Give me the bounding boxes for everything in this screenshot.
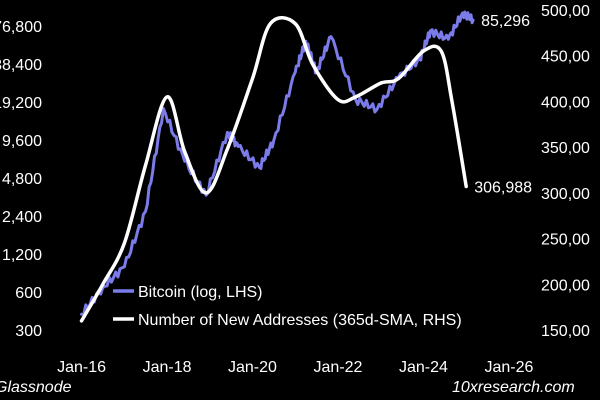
x-tick-label: Jan-22 <box>314 359 363 376</box>
right-tick-label: 500,00 <box>541 3 590 20</box>
right-tick-label: 400,00 <box>541 94 590 111</box>
new-addresses-series-line <box>79 15 468 323</box>
x-axis-tick-labels: Jan-16 Jan-18 Jan-20 Jan-22 Jan-24 Jan-26 <box>57 359 533 376</box>
end-labels: 85,296 306,988 <box>474 13 532 196</box>
right-tick-label: 250,00 <box>541 232 590 249</box>
legend-label-new-addresses: Number of New Addresses (365d-SMA, RHS) <box>138 312 462 329</box>
left-tick-label: 9,600 <box>2 133 42 150</box>
left-tick-label: 300 <box>15 323 42 340</box>
left-tick-label: 600 <box>15 285 42 302</box>
bitcoin-series-line <box>80 10 475 316</box>
left-tick-label: 38,400 <box>0 57 42 74</box>
x-tick-label: Jan-20 <box>228 359 277 376</box>
left-tick-label: 4,800 <box>2 171 42 188</box>
source-right-text: 10xresearch.com <box>452 379 575 396</box>
x-tick-label: Jan-16 <box>57 359 106 376</box>
left-axis-tick-labels: 300 600 1,200 2,400 4,800 9,600 19,200 38,400 76… <box>0 19 42 340</box>
new-addresses-end-label: 306,988 <box>474 179 532 196</box>
legend: Bitcoin (log, LHS) Number of New Addresse… <box>113 284 462 329</box>
right-tick-label: 450,00 <box>541 49 590 66</box>
x-tick-label: Jan-26 <box>484 359 533 376</box>
left-tick-label: 1,200 <box>2 247 42 264</box>
left-tick-label: 2,400 <box>2 209 42 226</box>
right-tick-label: 200,00 <box>541 277 590 294</box>
x-tick-label: Jan-18 <box>143 359 192 376</box>
right-tick-label: 150,00 <box>541 323 590 340</box>
source-left-text: Glassnode <box>0 379 72 396</box>
bitcoin-end-label: 85,296 <box>481 13 530 30</box>
x-tick-label: Jan-24 <box>399 359 448 376</box>
right-tick-label: 350,00 <box>541 140 590 157</box>
legend-label-bitcoin: Bitcoin (log, LHS) <box>138 284 263 301</box>
series-layer <box>79 10 475 323</box>
right-axis-tick-labels: 150,00 200,00 250,00 300,00 350,00 400,00 450,… <box>541 3 590 340</box>
left-tick-label: 76,800 <box>0 19 42 36</box>
right-tick-label: 300,00 <box>541 186 590 203</box>
left-tick-label: 19,200 <box>0 95 42 112</box>
